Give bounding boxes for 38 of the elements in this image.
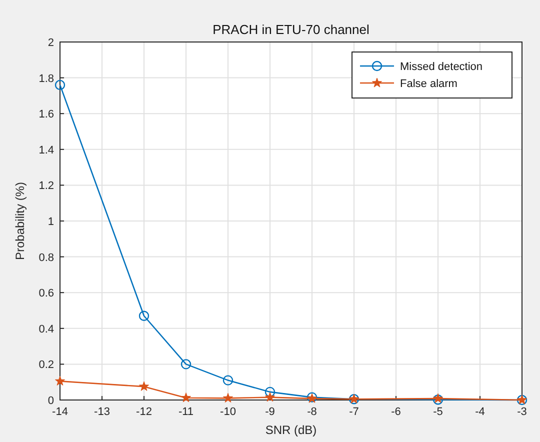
y-tick-label: 0.4: [38, 323, 54, 336]
point: [222, 375, 234, 386]
legend-label: False alarm: [400, 78, 458, 90]
x-tick-label: -12: [136, 406, 152, 418]
y-tick-label: 1.6: [38, 108, 54, 121]
x-tick-label: -11: [178, 406, 194, 418]
x-tick-label: -8: [307, 406, 317, 418]
x-tick-label: -7: [349, 406, 359, 418]
point: [180, 392, 192, 402]
y-tick-label: 1.8: [38, 72, 54, 85]
x-tick-label: -4: [475, 406, 485, 418]
y-tick-label: 0.6: [38, 288, 54, 300]
point: [264, 392, 276, 402]
y-tick-label: 2: [48, 37, 54, 49]
point: [138, 381, 150, 391]
x-tick-label: -9: [265, 406, 275, 418]
x-tick-label: -5: [433, 406, 443, 418]
y-tick-label: 0.2: [38, 359, 54, 372]
x-axis-title: SNR (dB): [265, 423, 317, 437]
point: [54, 376, 66, 386]
chart-title: PRACH in ETU-70 channel: [212, 22, 370, 37]
y-tick-label: 1.4: [38, 144, 54, 156]
point: [180, 359, 192, 370]
x-tick-label: -13: [94, 406, 110, 418]
x-tick-label: -6: [391, 406, 401, 418]
x-tick-label: -14: [52, 406, 68, 418]
y-tick-label: 0: [48, 395, 54, 407]
legend-label: Missed detection: [400, 61, 483, 73]
y-tick-label: 1.2: [38, 180, 54, 192]
x-tick-label: -3: [517, 406, 527, 418]
y-tick-label: 0.8: [38, 252, 54, 264]
y-tick-label: 1: [48, 216, 54, 228]
point: [54, 80, 66, 90]
point: [264, 386, 276, 398]
point: [138, 310, 150, 321]
point: [222, 392, 234, 403]
x-tick-label: -10: [220, 406, 236, 418]
y-axis-title: Probability (%): [13, 182, 27, 260]
